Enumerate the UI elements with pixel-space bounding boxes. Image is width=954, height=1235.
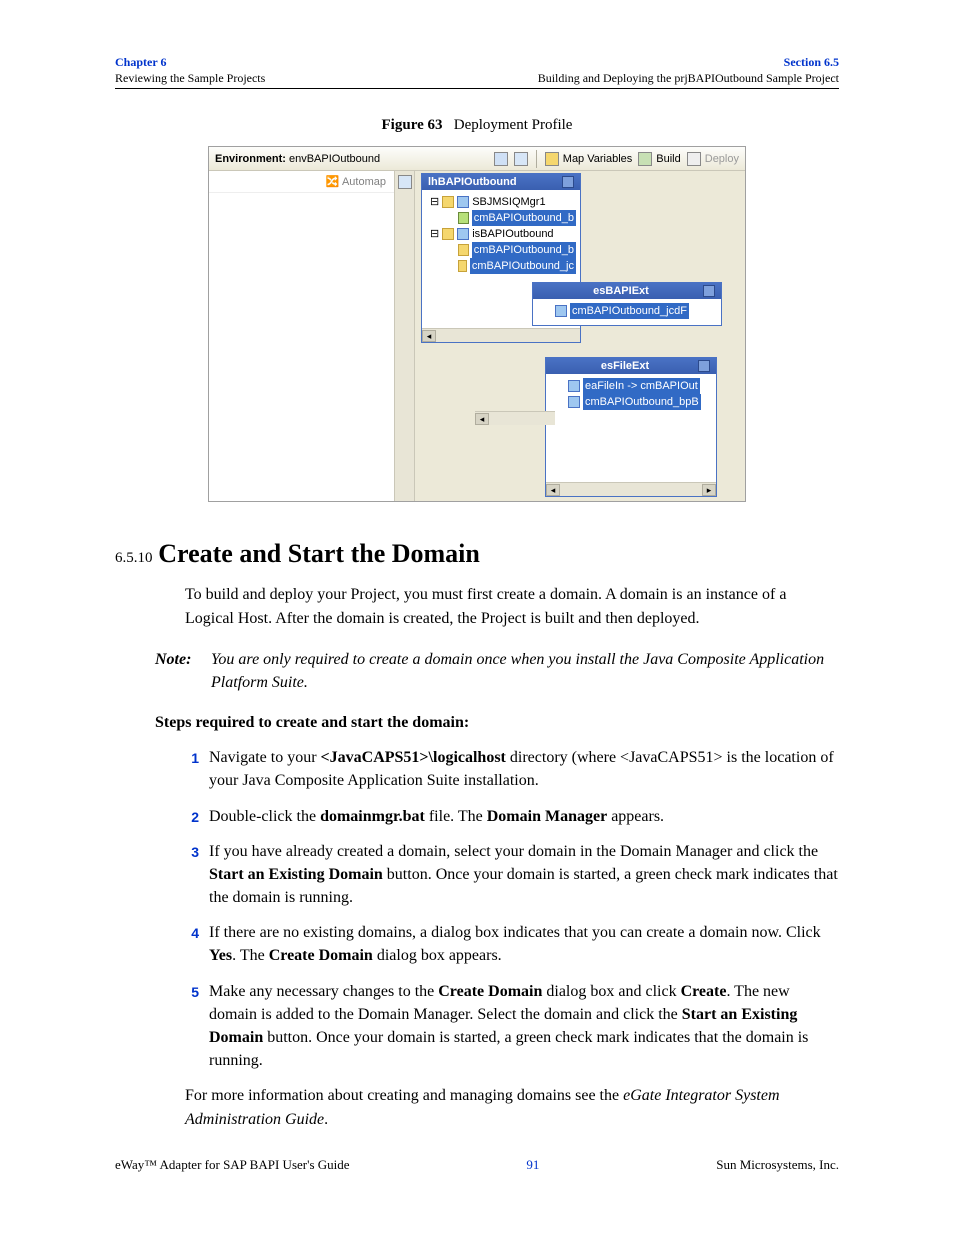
note-block: Note: You are only required to create a … [155,648,839,694]
deploy-button[interactable]: Deploy [687,152,739,166]
left-panel: 🔀 Automap [209,171,395,501]
build-button[interactable]: Build [638,152,680,166]
note-label: Note: [155,648,211,694]
component-icon [458,212,469,224]
page-number: 91 [526,1157,539,1173]
page-footer: eWay™ Adapter for SAP BAPI User's Guide … [115,1157,839,1173]
server-icon [442,228,454,240]
intro-paragraph: To build and deploy your Project, you mu… [185,583,839,629]
figure-caption: Figure 63 Deployment Profile [115,117,839,134]
automap-button[interactable]: 🔀 Automap [209,171,394,193]
node-icon [457,196,469,208]
component-icon [458,244,469,256]
section-label: Section 6.5 [538,55,839,71]
section-title: Create and Start the Domain [158,539,480,568]
step-3: 3 If you have already created a domain, … [187,840,839,910]
component-icon [568,396,580,408]
deployment-profile-screenshot: Environment: envBAPIOutbound Map Variabl… [208,146,746,502]
footer-right: Sun Microsystems, Inc. [716,1157,839,1173]
step-number: 3 [187,840,209,910]
box-title: esBAPIExt [539,285,703,297]
node-icon [457,228,469,240]
footer-left: eWay™ Adapter for SAP BAPI User's Guide [115,1157,350,1173]
steps-heading: Steps required to create and start the d… [155,714,839,732]
scrollbar[interactable]: ◂▸ [546,482,716,496]
step-number: 5 [187,980,209,1073]
section-subtitle: Building and Deploying the prjBAPIOutbou… [538,71,839,87]
step-number: 2 [187,805,209,828]
toolbar: Environment: envBAPIOutbound Map Variabl… [209,147,745,171]
tree-item[interactable]: cmBAPIOutbound_b [472,210,576,226]
toolbar-icon[interactable] [514,152,528,166]
scrollbar[interactable]: ◂ [422,328,580,342]
chapter-subtitle: Reviewing the Sample Projects [115,71,265,87]
tree-item[interactable]: cmBAPIOutbound_jcdF [570,303,689,319]
collapse-icon[interactable] [703,285,715,297]
figure-title: Deployment Profile [454,117,573,133]
lh-bapi-outbound-box[interactable]: lhBAPIOutbound ⊟SBJMSIQMgr1 cmBAPIOutbou… [421,173,581,343]
chapter-label: Chapter 6 [115,55,265,71]
step-1: 1 Navigate to your <JavaCAPS51>\logicalh… [187,746,839,792]
collapse-icon[interactable] [698,360,710,372]
canvas: lhBAPIOutbound ⊟SBJMSIQMgr1 cmBAPIOutbou… [395,171,745,501]
page-header: Chapter 6 Reviewing the Sample Projects … [115,55,839,89]
component-icon [555,305,567,317]
tree-item[interactable]: cmBAPIOutbound_bpB [583,394,701,410]
server-icon [442,196,454,208]
tree-item[interactable]: eaFileIn -> cmBAPIOut [583,378,700,394]
tree: ⊟SBJMSIQMgr1 cmBAPIOutbound_b ⊟isBAPIOut… [422,190,580,278]
closing-paragraph: For more information about creating and … [185,1084,839,1130]
box-title: lhBAPIOutbound [428,176,517,188]
note-text: You are only required to create a domain… [211,648,839,694]
step-number: 1 [187,746,209,792]
step-number: 4 [187,921,209,967]
step-5: 5 Make any necessary changes to the Crea… [187,980,839,1073]
es-bapi-ext-box[interactable]: esBAPIExt cmBAPIOutbound_jcdF [532,282,722,326]
map-variables-button[interactable]: Map Variables [545,152,633,166]
component-icon [568,380,580,392]
scrollbar[interactable]: ◂ [475,411,555,425]
step-4: 4 If there are no existing domains, a di… [187,921,839,967]
es-file-ext-box[interactable]: esFileExt eaFileIn -> cmBAPIOut cmBAPIOu… [545,357,717,497]
section-heading: 6.5.10 Create and Start the Domain [115,538,839,569]
toolbar-icon[interactable] [494,152,508,166]
box-title: esFileExt [552,360,698,372]
component-icon [458,260,467,272]
section-number: 6.5.10 [115,550,153,566]
step-2: 2 Double-click the domainmgr.bat file. T… [187,805,839,828]
collapse-icon[interactable] [562,176,574,188]
environment-label: Environment: [215,153,286,165]
environment-name: envBAPIOutbound [289,153,380,165]
tree-item[interactable]: cmBAPIOutbound_b [472,242,576,258]
tree-item[interactable]: cmBAPIOutbound_jc [470,258,576,274]
figure-number: Figure 63 [382,117,443,133]
rail-icon[interactable] [398,175,412,189]
